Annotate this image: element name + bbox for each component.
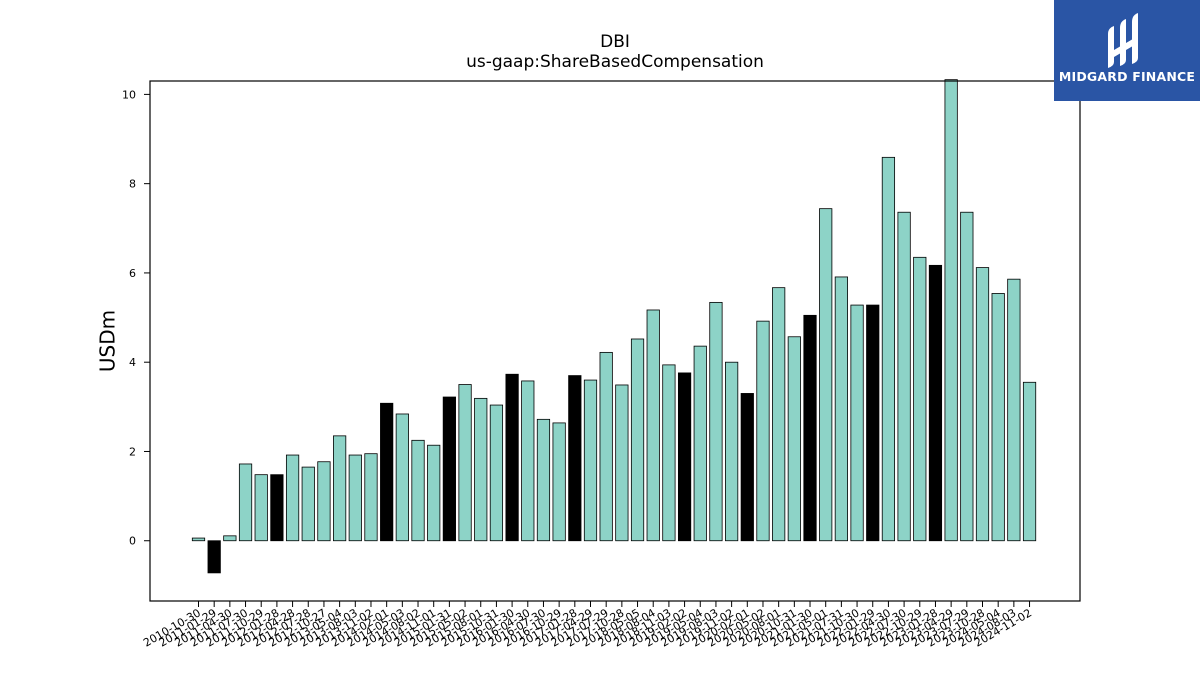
bar	[348, 454, 362, 542]
y-tick-label: 8	[129, 178, 136, 191]
midgard-logo-icon	[1108, 13, 1138, 68]
bar	[944, 79, 958, 542]
bar	[913, 256, 927, 542]
bar	[772, 287, 786, 542]
y-tick-label: 6	[129, 267, 136, 280]
bar	[238, 463, 253, 542]
bar	[599, 351, 613, 542]
bar	[834, 276, 848, 542]
bar	[380, 402, 394, 542]
bar	[897, 211, 911, 542]
plot-frame	[149, 80, 1081, 602]
bar	[568, 375, 582, 542]
logo-text: MIDGARD FINANCE	[1058, 69, 1196, 84]
bar	[1007, 278, 1021, 542]
bar	[411, 439, 425, 542]
bar	[756, 320, 770, 542]
bar	[928, 264, 943, 542]
bar	[285, 454, 300, 542]
bar	[630, 338, 645, 542]
bars-group	[191, 79, 1037, 574]
bar	[270, 474, 284, 542]
bar	[881, 156, 896, 542]
bar	[615, 384, 629, 542]
bar	[740, 393, 754, 542]
bar	[693, 345, 707, 542]
x-axis: 2010-10-302011-01-292011-04-302011-07-30…	[141, 601, 1034, 650]
bar	[207, 540, 221, 574]
y-tick-label: 0	[129, 535, 136, 548]
bar	[991, 293, 1005, 542]
bar	[709, 301, 723, 542]
bar	[583, 379, 598, 542]
bar	[364, 453, 378, 542]
bar	[787, 336, 801, 542]
y-axis: 0 2 4 6 8 10	[122, 88, 150, 548]
y-tick-label: 10	[122, 88, 136, 101]
bar	[819, 208, 833, 542]
bar	[474, 397, 488, 542]
bar	[552, 422, 566, 542]
y-axis-label: USDm	[96, 310, 120, 372]
y-tick-label: 4	[129, 356, 136, 369]
bar	[458, 384, 472, 542]
bar	[662, 364, 676, 542]
bar	[866, 304, 880, 542]
midgard-finance-logo: MIDGARD FINANCE	[1054, 0, 1200, 101]
chart-subtitle: us-gaap:ShareBasedCompensation	[466, 52, 764, 72]
bar	[442, 396, 456, 542]
chart-title: DBI	[600, 32, 630, 52]
y-tick-label: 2	[129, 445, 136, 458]
bar	[536, 418, 551, 542]
bar	[427, 444, 441, 542]
bar	[489, 404, 504, 542]
bar	[333, 435, 347, 542]
bar	[191, 537, 206, 542]
bar	[646, 309, 660, 542]
bar	[223, 535, 237, 542]
bar	[301, 466, 315, 542]
bar	[975, 267, 990, 542]
bar	[850, 304, 864, 542]
bar	[1022, 381, 1037, 542]
bar	[803, 314, 817, 542]
bar	[960, 211, 974, 542]
bar	[725, 361, 739, 542]
bar	[254, 474, 268, 542]
bar	[395, 413, 409, 542]
bar	[505, 373, 519, 542]
bar	[521, 380, 535, 542]
bar	[317, 461, 331, 542]
bar	[677, 372, 692, 542]
